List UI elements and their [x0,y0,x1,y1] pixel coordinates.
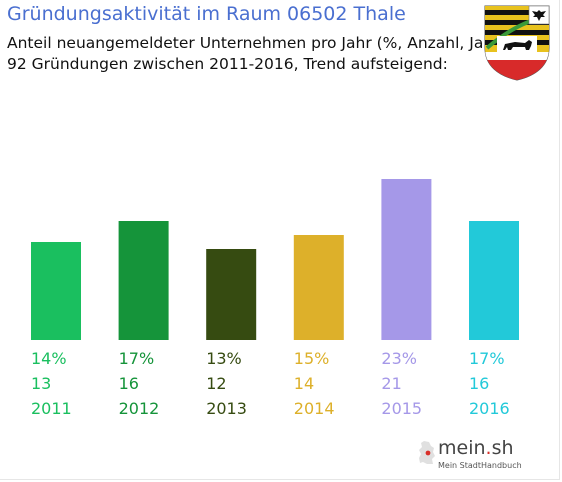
count-label-2014: 14 [294,374,314,393]
germany-map-icon [419,441,435,464]
year-label-2011: 2011 [31,399,72,418]
count-label-2013: 12 [206,374,226,393]
percent-label-2014: 15% [294,349,330,368]
logo-wordmark: mein.sh [438,437,514,459]
percent-label-2016: 17% [469,349,505,368]
bar-2011 [31,242,81,340]
count-label-2015: 21 [381,374,401,393]
percent-label-2011: 14% [31,349,67,368]
bar-2013 [206,249,257,340]
logo-name-main: mein [438,437,486,459]
percent-label-2012: 17% [119,349,155,368]
year-label-2015: 2015 [381,399,422,418]
year-label-2014: 2014 [294,399,335,418]
bar-2014 [293,235,344,340]
bar-2012 [118,221,169,340]
page-title: Gründungsaktivität im Raum 06502 Thale [7,3,406,25]
logo-name-tld: sh [491,437,514,459]
bar-2015 [381,179,432,340]
mein-sh-logo: mein.sh Mein StadtHandbuch [416,434,526,480]
coat-of-arms-icon [484,5,550,81]
count-label-2011: 13 [31,374,51,393]
year-label-2016: 2016 [469,399,510,418]
percent-label-2015: 23% [381,349,417,368]
count-label-2012: 16 [119,374,139,393]
subtitle-line-1: Anteil neuangemeldeter Unternehmen pro J… [7,34,506,52]
logo-tagline: Mein StadtHandbuch [438,461,522,470]
year-label-2013: 2013 [206,399,247,418]
percent-label-2013: 13% [206,349,242,368]
year-label-2012: 2012 [119,399,160,418]
bar-2016 [469,221,519,340]
subtitle-line-2: 92 Gründungen zwischen 2011-2016, Trend … [7,55,448,73]
count-label-2016: 16 [469,374,489,393]
logo-name-dot: . [485,437,492,459]
